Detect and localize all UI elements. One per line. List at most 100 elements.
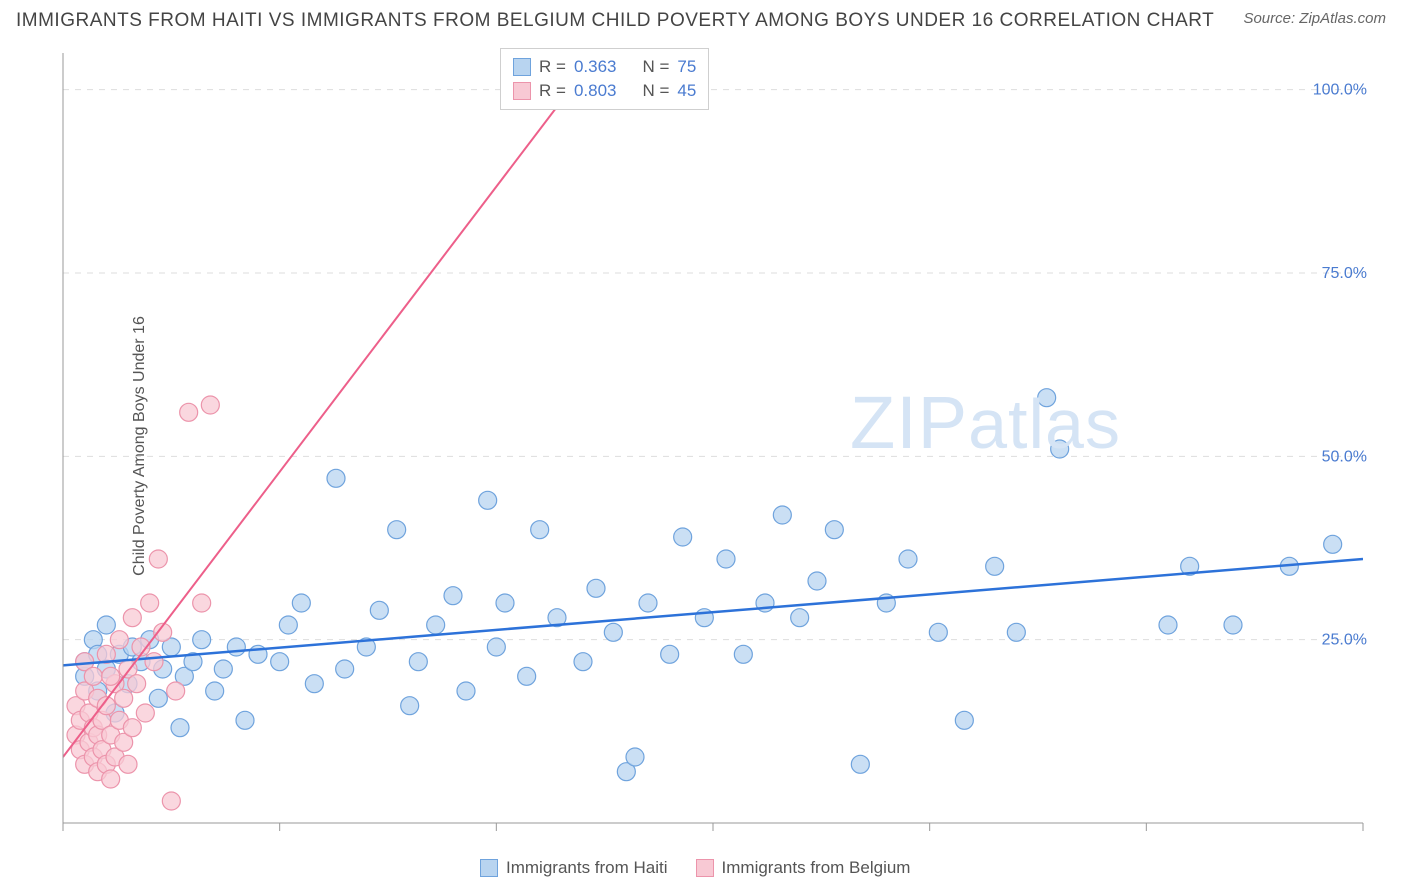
legend-swatch-icon bbox=[480, 859, 498, 877]
data-point bbox=[825, 521, 843, 539]
y-tick-label: 50.0% bbox=[1322, 448, 1367, 465]
data-point bbox=[899, 550, 917, 568]
data-point bbox=[162, 792, 180, 810]
data-point bbox=[279, 616, 297, 634]
plot-container: 25.0% 50.0% 75.0% 100.0% 0.0% 30.0% bbox=[55, 45, 1385, 835]
data-point bbox=[128, 675, 146, 693]
data-point bbox=[370, 601, 388, 619]
data-point bbox=[141, 594, 159, 612]
data-point bbox=[214, 660, 232, 678]
data-point bbox=[791, 609, 809, 627]
data-point bbox=[457, 682, 475, 700]
trend-line bbox=[63, 45, 648, 757]
data-point bbox=[84, 667, 102, 685]
data-point bbox=[1051, 440, 1069, 458]
data-point bbox=[180, 403, 198, 421]
legend-label: Immigrants from Belgium bbox=[722, 858, 911, 878]
legend-label: Immigrants from Haiti bbox=[506, 858, 668, 878]
data-point bbox=[444, 587, 462, 605]
data-point bbox=[123, 609, 141, 627]
data-point bbox=[604, 623, 622, 641]
data-point bbox=[145, 653, 163, 671]
data-point bbox=[167, 682, 185, 700]
data-point bbox=[336, 660, 354, 678]
data-point bbox=[119, 755, 137, 773]
data-point bbox=[401, 697, 419, 715]
data-point bbox=[1159, 616, 1177, 634]
data-point bbox=[496, 594, 514, 612]
chart-title: IMMIGRANTS FROM HAITI VS IMMIGRANTS FROM… bbox=[16, 10, 1214, 32]
data-point bbox=[149, 689, 167, 707]
stats-row: R = 0.803 N = 45 bbox=[513, 79, 696, 103]
data-point bbox=[518, 667, 536, 685]
legend-item: Immigrants from Belgium bbox=[696, 858, 911, 878]
data-point bbox=[851, 755, 869, 773]
data-point bbox=[1224, 616, 1242, 634]
data-point bbox=[661, 645, 679, 663]
x-tick-label: 30.0% bbox=[1340, 836, 1377, 837]
stat-r-label: R = bbox=[539, 57, 566, 77]
data-point bbox=[115, 689, 133, 707]
data-point bbox=[149, 550, 167, 568]
y-tick-label: 25.0% bbox=[1322, 632, 1367, 649]
data-point bbox=[487, 638, 505, 656]
data-point bbox=[808, 572, 826, 590]
data-point bbox=[531, 521, 549, 539]
data-point bbox=[193, 631, 211, 649]
legend-item: Immigrants from Haiti bbox=[480, 858, 668, 878]
data-point bbox=[110, 631, 128, 649]
y-tick-label: 100.0% bbox=[1313, 82, 1367, 99]
data-point bbox=[639, 594, 657, 612]
trend-line bbox=[63, 559, 1363, 665]
data-point bbox=[574, 653, 592, 671]
data-point bbox=[388, 521, 406, 539]
stat-n-label: N = bbox=[642, 81, 669, 101]
data-point bbox=[479, 491, 497, 509]
data-point bbox=[123, 719, 141, 737]
data-point bbox=[1038, 389, 1056, 407]
data-point bbox=[227, 638, 245, 656]
correlation-stats-box: R = 0.363 N = 75 R = 0.803 N = 45 bbox=[500, 48, 709, 110]
legend-swatch-icon bbox=[513, 58, 531, 76]
data-point bbox=[201, 396, 219, 414]
stat-n-value: 75 bbox=[677, 57, 696, 77]
data-point bbox=[674, 528, 692, 546]
data-point bbox=[236, 711, 254, 729]
data-point bbox=[986, 557, 1004, 575]
data-point bbox=[271, 653, 289, 671]
source-label: Source: ZipAtlas.com bbox=[1243, 10, 1386, 27]
data-point bbox=[102, 667, 120, 685]
data-point bbox=[955, 711, 973, 729]
stat-r-value: 0.363 bbox=[574, 57, 617, 77]
data-point bbox=[773, 506, 791, 524]
data-point bbox=[193, 594, 211, 612]
data-point bbox=[292, 594, 310, 612]
stat-n-value: 45 bbox=[677, 81, 696, 101]
scatter-plot: 25.0% 50.0% 75.0% 100.0% 0.0% 30.0% bbox=[55, 45, 1377, 837]
data-point bbox=[427, 616, 445, 634]
data-point bbox=[1007, 623, 1025, 641]
stat-r-value: 0.803 bbox=[574, 81, 617, 101]
data-point bbox=[717, 550, 735, 568]
data-point bbox=[171, 719, 189, 737]
y-tick-label: 75.0% bbox=[1322, 265, 1367, 282]
legend-swatch-icon bbox=[513, 82, 531, 100]
data-point bbox=[626, 748, 644, 766]
data-point bbox=[734, 645, 752, 663]
data-point bbox=[305, 675, 323, 693]
data-point bbox=[929, 623, 947, 641]
data-point bbox=[1324, 535, 1342, 553]
stat-r-label: R = bbox=[539, 81, 566, 101]
legend-swatch-icon bbox=[696, 859, 714, 877]
data-point bbox=[136, 704, 154, 722]
bottom-legend: Immigrants from Haiti Immigrants from Bel… bbox=[480, 858, 910, 878]
data-point bbox=[409, 653, 427, 671]
data-point bbox=[97, 616, 115, 634]
data-point bbox=[102, 770, 120, 788]
data-point bbox=[587, 579, 605, 597]
data-point bbox=[206, 682, 224, 700]
stat-n-label: N = bbox=[642, 57, 669, 77]
data-point bbox=[327, 469, 345, 487]
x-tick-label: 0.0% bbox=[55, 836, 81, 837]
stats-row: R = 0.363 N = 75 bbox=[513, 55, 696, 79]
